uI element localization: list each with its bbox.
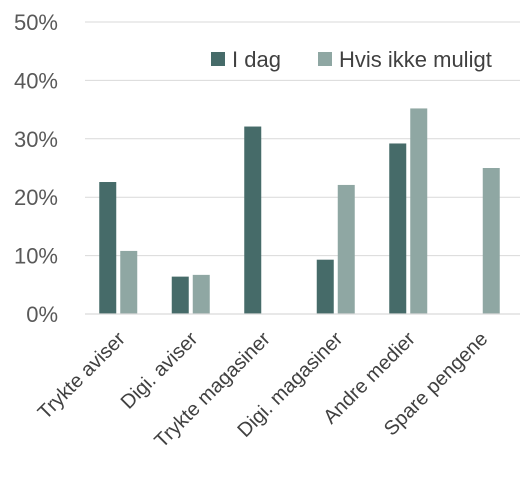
bar-i-dag [244, 126, 262, 314]
legend: I dag Hvis ikke muligt [211, 47, 492, 72]
y-tick-label: 20% [14, 185, 58, 210]
legend-label-i-dag: I dag [232, 47, 281, 72]
bar-hvis-ikke-muligt [192, 274, 210, 314]
y-tick-label: 0% [26, 302, 58, 327]
category-label: Trykte aviser [34, 328, 130, 424]
bar-i-dag [316, 259, 334, 314]
legend-label-hvis-ikke-muligt: Hvis ikke muligt [339, 47, 492, 72]
bar-hvis-ikke-muligt [482, 168, 500, 314]
bar-hvis-ikke-muligt [410, 108, 428, 314]
y-tick-label: 40% [14, 68, 58, 93]
legend-swatch-i-dag [211, 52, 225, 66]
bar-i-dag [99, 182, 117, 314]
bars [99, 108, 500, 314]
y-tick-label: 30% [14, 127, 58, 152]
y-tick-label: 10% [14, 244, 58, 269]
legend-swatch-hvis-ikke-muligt [318, 52, 332, 66]
y-tick-label: 50% [14, 10, 58, 35]
bar-i-dag [389, 143, 407, 314]
bar-i-dag [171, 276, 189, 314]
gridlines [85, 21, 520, 257]
y-axis-tick-labels: 0% 10% 20% 30% 40% 50% [14, 10, 58, 327]
bar-hvis-ikke-muligt [120, 250, 138, 314]
bar-hvis-ikke-muligt [337, 184, 355, 314]
